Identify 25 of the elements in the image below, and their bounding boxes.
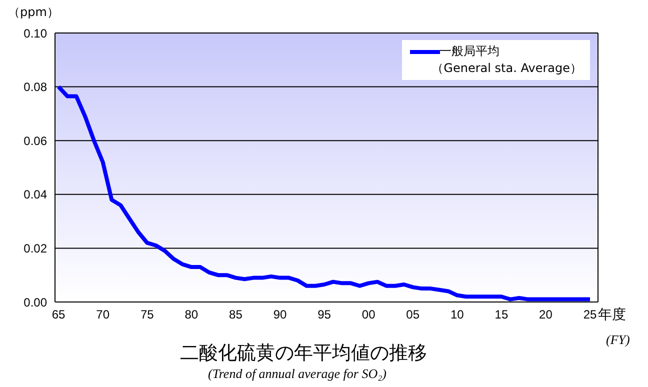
x-tick-label: 70 [96,308,110,322]
x-tick-label: 80 [184,308,198,322]
y-tick-label: 0.02 [24,241,48,256]
line-series [56,84,592,302]
x-tick-label: 65 [52,308,66,322]
y-tick-label: 0.10 [24,26,48,40]
x-tick-label: 75 [140,308,154,322]
x-axis-title: 年度 (FY) [598,306,630,348]
x-tick-label: 20 [539,308,553,322]
x-tick-label: 00 [362,308,376,322]
x-tick-label: 25 [583,308,598,322]
x-tick-label: 10 [450,308,464,322]
text: (Trend of annual average for SO₂) [208,366,386,382]
x-tick-label: 95 [318,308,332,322]
x-tick-label: 15 [494,308,508,322]
y-tick-label: 0.06 [24,134,48,148]
y-tick-label: 0.04 [24,188,48,202]
x-tick-label: 05 [406,308,420,322]
x-tick-label: 90 [273,308,287,322]
text: 二酸化硫黄の年平均値の推移 [180,341,427,366]
x-tick-label: 85 [229,308,243,322]
y-axis-title: （ppm） [8,4,59,21]
legend-label: 一般局平均（General sta. Average） [430,43,582,77]
y-tick-label: 0.08 [24,80,48,94]
y-tick-label: 0.00 [24,295,48,310]
